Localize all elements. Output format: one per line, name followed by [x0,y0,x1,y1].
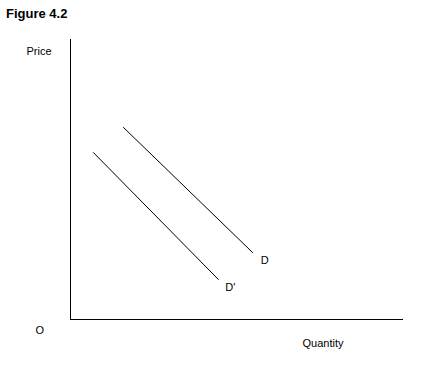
svg-text:D: D [261,254,269,266]
svg-text:O: O [36,324,45,336]
svg-text:Price: Price [27,45,52,57]
svg-text:Quantity: Quantity [303,337,344,349]
html-text:Figure 4.2: Figure 4.2 [6,6,68,21]
svg-text:D': D' [225,281,235,293]
